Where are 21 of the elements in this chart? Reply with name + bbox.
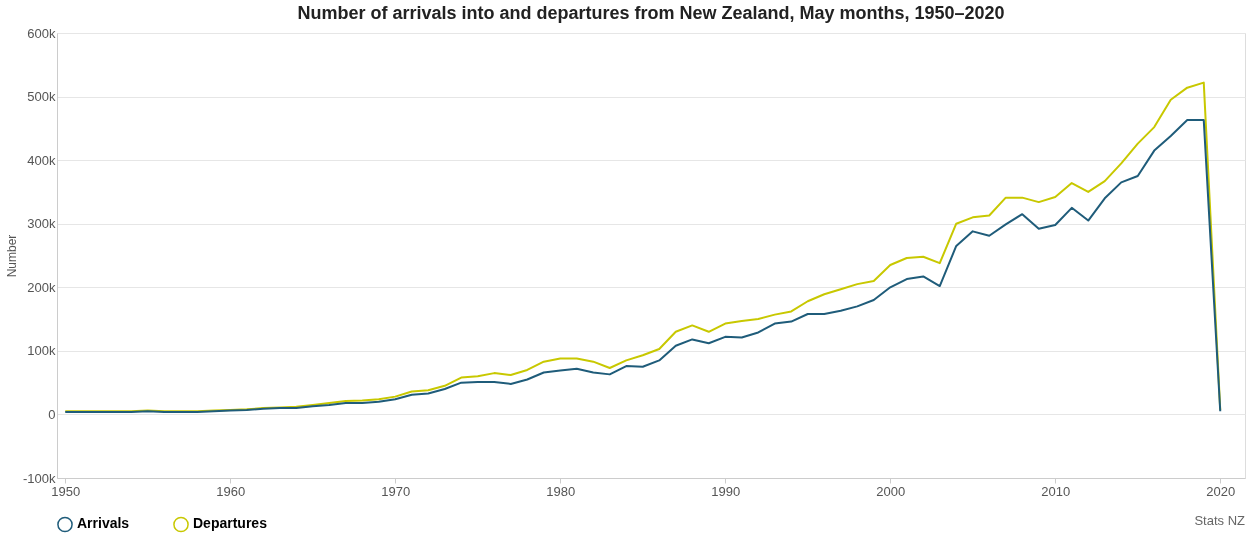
y-tick-label: 0 (48, 406, 56, 422)
legend-label: Departures (193, 515, 268, 532)
x-tick-label: 1950 (51, 483, 81, 499)
x-tick-label: 2000 (876, 483, 906, 499)
x-tick-label: 1990 (711, 483, 741, 499)
y-tick-label: 600k (27, 25, 56, 41)
x-tick-label: 1970 (381, 483, 411, 499)
x-tick-label: 1960 (216, 483, 246, 499)
y-tick-label: 300k (27, 216, 56, 232)
chart-title: Number of arrivals into and departures from New Zealand, May months, 1950–2020 (297, 3, 1005, 23)
x-tick-label: 2010 (1041, 483, 1071, 499)
legend-label: Arrivals (77, 515, 130, 532)
x-tick-label: 2020 (1206, 483, 1236, 499)
y-tick-label: 500k (27, 89, 56, 105)
y-tick-label: 400k (27, 152, 56, 168)
y-tick-label: 200k (27, 279, 56, 295)
y-tick-label: -100k (22, 470, 56, 486)
y-tick-label: 100k (27, 343, 56, 359)
x-tick-label: 1980 (546, 483, 576, 499)
y-axis-title: Number (4, 234, 19, 278)
text: Stats NZ (1194, 513, 1246, 528)
